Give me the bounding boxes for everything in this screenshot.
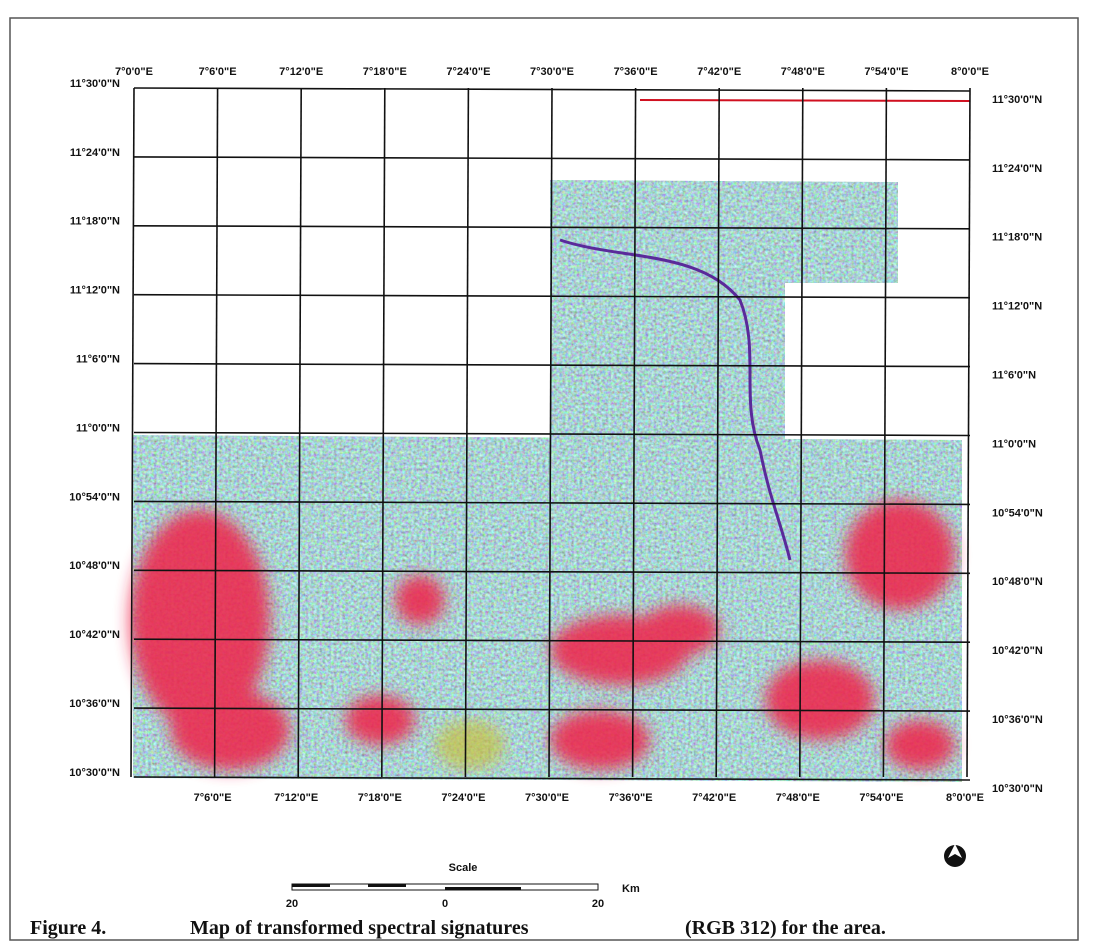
top-label: 7°24'0"E bbox=[446, 66, 490, 78]
imagery bbox=[130, 180, 962, 782]
right-label: 10°30'0"N bbox=[992, 783, 1043, 795]
north-arrow bbox=[944, 844, 966, 867]
scale-tick: 20 bbox=[286, 898, 298, 910]
top-label: 8°0'0"E bbox=[951, 66, 989, 78]
scale-seg bbox=[368, 884, 406, 887]
scale-seg bbox=[292, 884, 330, 887]
top-label: 7°0'0"E bbox=[115, 66, 153, 78]
right-label: 10°42'0"N bbox=[992, 645, 1043, 657]
caption-label: Figure 4. bbox=[30, 917, 106, 939]
left-label: 11°0'0"N bbox=[76, 422, 120, 434]
scale-tick: 20 bbox=[592, 898, 604, 910]
left-label: 10°54'0"N bbox=[69, 491, 120, 503]
caption-text: Map of transformed spectral signatures bbox=[190, 917, 529, 939]
right-label: 11°6'0"N bbox=[992, 370, 1036, 382]
right-label: 11°12'0"N bbox=[992, 301, 1042, 313]
right-label: 11°0'0"N bbox=[992, 438, 1036, 450]
right-label: 11°30'0"N bbox=[992, 94, 1042, 106]
right-label: 11°24'0"N bbox=[992, 163, 1042, 175]
top-label: 7°18'0"E bbox=[363, 66, 407, 78]
scale-tick: 0 bbox=[442, 898, 448, 910]
figure: 7°0'0"E 7°6'0"E 7°12'0"E 7°18'0"E 7°24'0"E 7°… bbox=[0, 0, 1093, 949]
right-label: 10°54'0"N bbox=[992, 507, 1043, 519]
left-label: 11°24'0"N bbox=[70, 147, 120, 159]
edge-line bbox=[640, 100, 970, 101]
scale-seg bbox=[445, 887, 521, 890]
top-label: 7°36'0"E bbox=[614, 66, 658, 78]
bottom-label: 7°18'0"E bbox=[358, 792, 402, 804]
top-label: 7°48'0"E bbox=[781, 66, 825, 78]
top-label: 7°30'0"E bbox=[530, 66, 574, 78]
bottom-label: 7°54'0"E bbox=[859, 792, 903, 804]
bottom-label: 7°48'0"E bbox=[776, 792, 820, 804]
right-label: 10°36'0"N bbox=[992, 714, 1043, 726]
left-label: 11°12'0"N bbox=[70, 285, 120, 297]
bottom-label: 7°6'0"E bbox=[194, 792, 232, 804]
left-label: 10°48'0"N bbox=[69, 560, 120, 572]
bottom-label: 7°36'0"E bbox=[609, 792, 653, 804]
caption-suffix: (RGB 312) for the area. bbox=[685, 917, 886, 939]
top-label: 7°6'0"E bbox=[199, 66, 237, 78]
left-label: 10°30'0"N bbox=[69, 767, 120, 779]
left-label: 10°42'0"N bbox=[69, 629, 120, 641]
top-label: 7°54'0"E bbox=[864, 66, 908, 78]
left-label: 11°6'0"N bbox=[76, 354, 120, 366]
scale-unit: Km bbox=[622, 883, 640, 895]
right-label: 10°48'0"N bbox=[992, 576, 1043, 588]
top-label: 7°12'0"E bbox=[279, 66, 323, 78]
bottom-label: 7°12'0"E bbox=[274, 792, 318, 804]
meridian bbox=[967, 88, 970, 777]
bottom-label: 7°24'0"E bbox=[441, 792, 485, 804]
top-label: 7°42'0"E bbox=[697, 66, 741, 78]
bottom-label: 7°42'0"E bbox=[692, 792, 736, 804]
left-label: 11°30'0"N bbox=[70, 78, 120, 90]
bottom-label: 7°30'0"E bbox=[525, 792, 569, 804]
left-label: 10°36'0"N bbox=[69, 698, 120, 710]
scale-bar: Scale 20 0 20 Km bbox=[286, 862, 640, 910]
left-label: 11°18'0"N bbox=[70, 216, 120, 228]
right-label: 11°18'0"N bbox=[992, 232, 1042, 244]
bottom-label: 8°0'0"E bbox=[946, 792, 984, 804]
scale-title: Scale bbox=[449, 862, 478, 874]
